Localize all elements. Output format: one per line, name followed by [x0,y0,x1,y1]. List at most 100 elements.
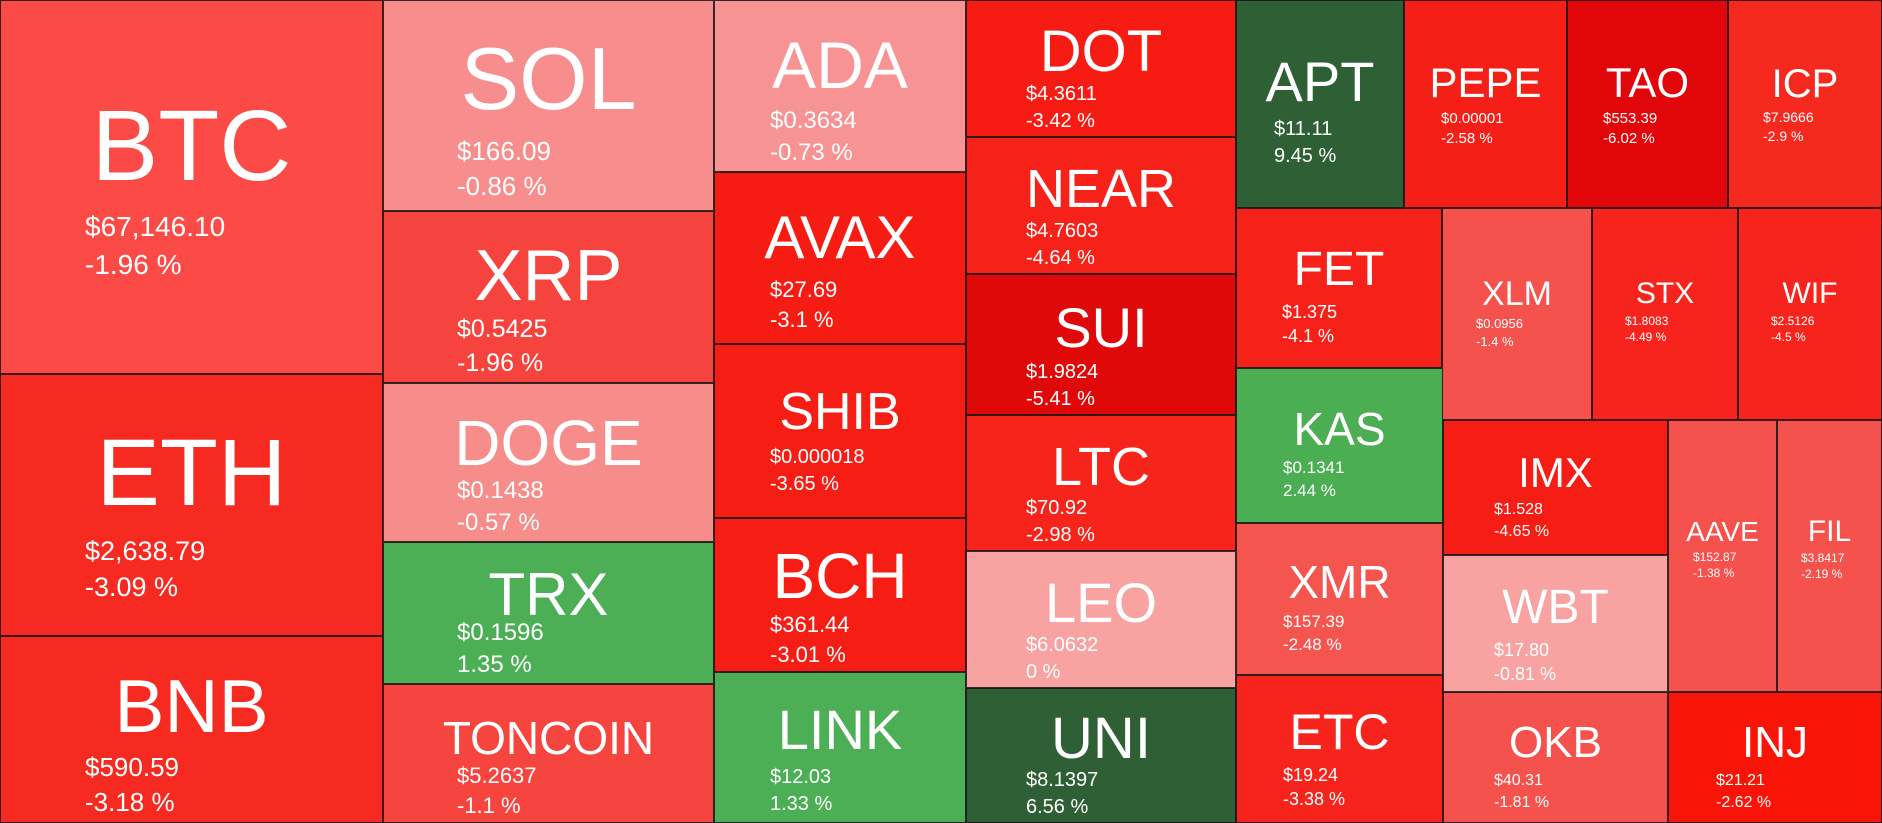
coin-price: $0.1596 [457,619,544,646]
coin-info: $590.59 -3.18 % [85,750,179,820]
coin-info: $19.24 -3.38 % [1283,763,1345,812]
coin-price: $17.80 [1494,640,1550,660]
coin-symbol: LTC [1051,436,1150,497]
tile-toncoin[interactable]: TONCOIN $5.2637 -1.1 % [383,684,714,823]
coin-price: $553.39 [1603,110,1658,127]
coin-change: -1.4 % [1476,333,1514,349]
coin-symbol: DOT [1039,18,1163,84]
tile-avax[interactable]: AVAX $27.69 -3.1 % [714,172,966,344]
coin-price: $590.59 [85,752,179,782]
coin-info: $4.7603 -4.64 % [1026,218,1098,272]
coin-symbol: OKB [1509,717,1602,767]
coin-price: $2,638.79 [85,536,206,566]
coin-price: $12.03 [770,766,832,788]
tile-tao[interactable]: TAO $553.39 -6.02 % [1567,0,1728,208]
tile-inj[interactable]: INJ $21.21 -2.62 % [1668,692,1882,823]
coin-price: $27.69 [770,277,838,302]
coin-info: $5.2637 -1.1 % [457,761,537,820]
tile-fil[interactable]: FIL $3.8417 -2.19 % [1777,420,1882,692]
tile-stx[interactable]: STX $1.8083 -4.49 % [1592,208,1738,420]
coin-symbol: BCH [772,540,908,612]
tile-uni[interactable]: UNI $8.1397 6.56 % [966,688,1236,823]
coin-info: $152.87 -1.38 % [1693,549,1736,581]
coin-symbol: BTC [91,90,292,203]
coin-symbol: AVAX [764,204,916,272]
tile-doge[interactable]: DOGE $0.1438 -0.57 % [383,383,714,542]
coin-change: -2.48 % [1283,634,1342,654]
coin-price: $8.1397 [1026,769,1099,791]
tile-dot[interactable]: DOT $4.3611 -3.42 % [966,0,1236,137]
coin-symbol: SUI [1054,295,1148,359]
coin-price: $21.21 [1716,772,1765,789]
coin-info: $27.69 -3.1 % [770,275,837,334]
coin-price: $0.5425 [457,315,548,343]
coin-symbol: ETC [1289,704,1390,761]
coin-info: $0.000018 -3.65 % [770,444,865,498]
coin-change: -1.96 % [457,348,544,377]
coin-symbol: PEPE [1429,59,1542,107]
coin-symbol: FET [1293,243,1385,297]
coin-info: $1.375 -4.1 % [1282,300,1337,349]
coin-info: $1.8083 -4.49 % [1625,313,1668,345]
tile-apt[interactable]: APT $11.11 9.45 % [1236,0,1404,208]
coin-change: -0.57 % [457,509,540,537]
coin-change: -2.19 % [1801,567,1843,582]
coin-info: $40.31 -1.81 % [1494,770,1549,813]
coin-price: $1.8083 [1625,314,1669,328]
coin-change: 6.56 % [1026,796,1089,818]
tile-fet[interactable]: FET $1.375 -4.1 % [1236,208,1442,368]
coin-change: -5.41 % [1026,388,1095,410]
tile-xrp[interactable]: XRP $0.5425 -1.96 % [383,211,714,383]
coin-change: -4.1 % [1282,326,1335,347]
coin-change: 1.35 % [457,651,532,679]
tile-sui[interactable]: SUI $1.9824 -5.41 % [966,274,1236,415]
coin-price: $70.92 [1026,497,1088,519]
tile-pepe[interactable]: PEPE $0.00001 -2.58 % [1404,0,1567,208]
coin-info: $2.5126 -4.5 % [1771,313,1814,345]
tile-shib[interactable]: SHIB $0.000018 -3.65 % [714,344,966,518]
tile-bch[interactable]: BCH $361.44 -3.01 % [714,518,966,672]
coin-symbol: WBT [1502,580,1609,634]
coin-change: 2.44 % [1283,480,1336,500]
tile-eth[interactable]: ETH $2,638.79 -3.09 % [0,374,383,636]
tile-link[interactable]: LINK $12.03 1.33 % [714,672,966,823]
coin-change: -4.5 % [1771,330,1806,345]
tile-kas[interactable]: KAS $0.1341 2.44 % [1236,368,1443,523]
tile-leo[interactable]: LEO $6.0632 0 % [966,551,1236,688]
tile-etc[interactable]: ETC $19.24 -3.38 % [1236,675,1443,823]
tile-trx[interactable]: TRX $0.1596 1.35 % [383,542,714,684]
tile-ada[interactable]: ADA $0.3634 -0.73 % [714,0,966,172]
tile-imx[interactable]: IMX $1.528 -4.65 % [1443,420,1668,555]
coin-price: $1.528 [1494,501,1543,518]
coin-price: $0.000018 [770,446,865,468]
tile-near[interactable]: NEAR $4.7603 -4.64 % [966,137,1236,274]
tile-xlm[interactable]: XLM $0.0956 -1.4 % [1442,208,1592,420]
coin-change: -2.9 % [1763,127,1804,144]
coin-price: $0.0956 [1476,316,1523,331]
coin-symbol: ADA [772,28,908,103]
tile-icp[interactable]: ICP $7.9666 -2.9 % [1728,0,1882,208]
tile-wif[interactable]: WIF $2.5126 -4.5 % [1738,208,1882,420]
coin-info: $157.39 -2.48 % [1283,611,1344,657]
tile-ltc[interactable]: LTC $70.92 -2.98 % [966,415,1236,551]
coin-info: $7.9666 -2.9 % [1763,108,1814,146]
coin-price: $152.87 [1693,550,1737,564]
tile-xmr[interactable]: XMR $157.39 -2.48 % [1236,523,1443,675]
coin-price: $40.31 [1494,772,1543,789]
coin-info: $0.1341 2.44 % [1283,457,1344,503]
coin-change: -1.38 % [1693,566,1735,581]
coin-symbol: LINK [777,697,903,761]
coin-price: $0.00001 [1441,110,1504,127]
tile-sol[interactable]: SOL $166.09 -0.86 % [383,0,714,211]
coin-price: $1.375 [1282,302,1338,322]
coin-symbol: INJ [1742,717,1808,767]
coin-price: $157.39 [1283,612,1345,631]
tile-aave[interactable]: AAVE $152.87 -1.38 % [1668,420,1777,692]
tile-wbt[interactable]: WBT $17.80 -0.81 % [1443,555,1668,692]
tile-btc[interactable]: BTC $67,146.10 -1.96 % [0,0,383,374]
coin-change: -3.01 % [770,641,846,667]
coin-symbol: APT [1265,49,1375,113]
tile-bnb[interactable]: BNB $590.59 -3.18 % [0,636,383,823]
coin-price: $0.3634 [770,107,857,134]
tile-okb[interactable]: OKB $40.31 -1.81 % [1443,692,1668,823]
